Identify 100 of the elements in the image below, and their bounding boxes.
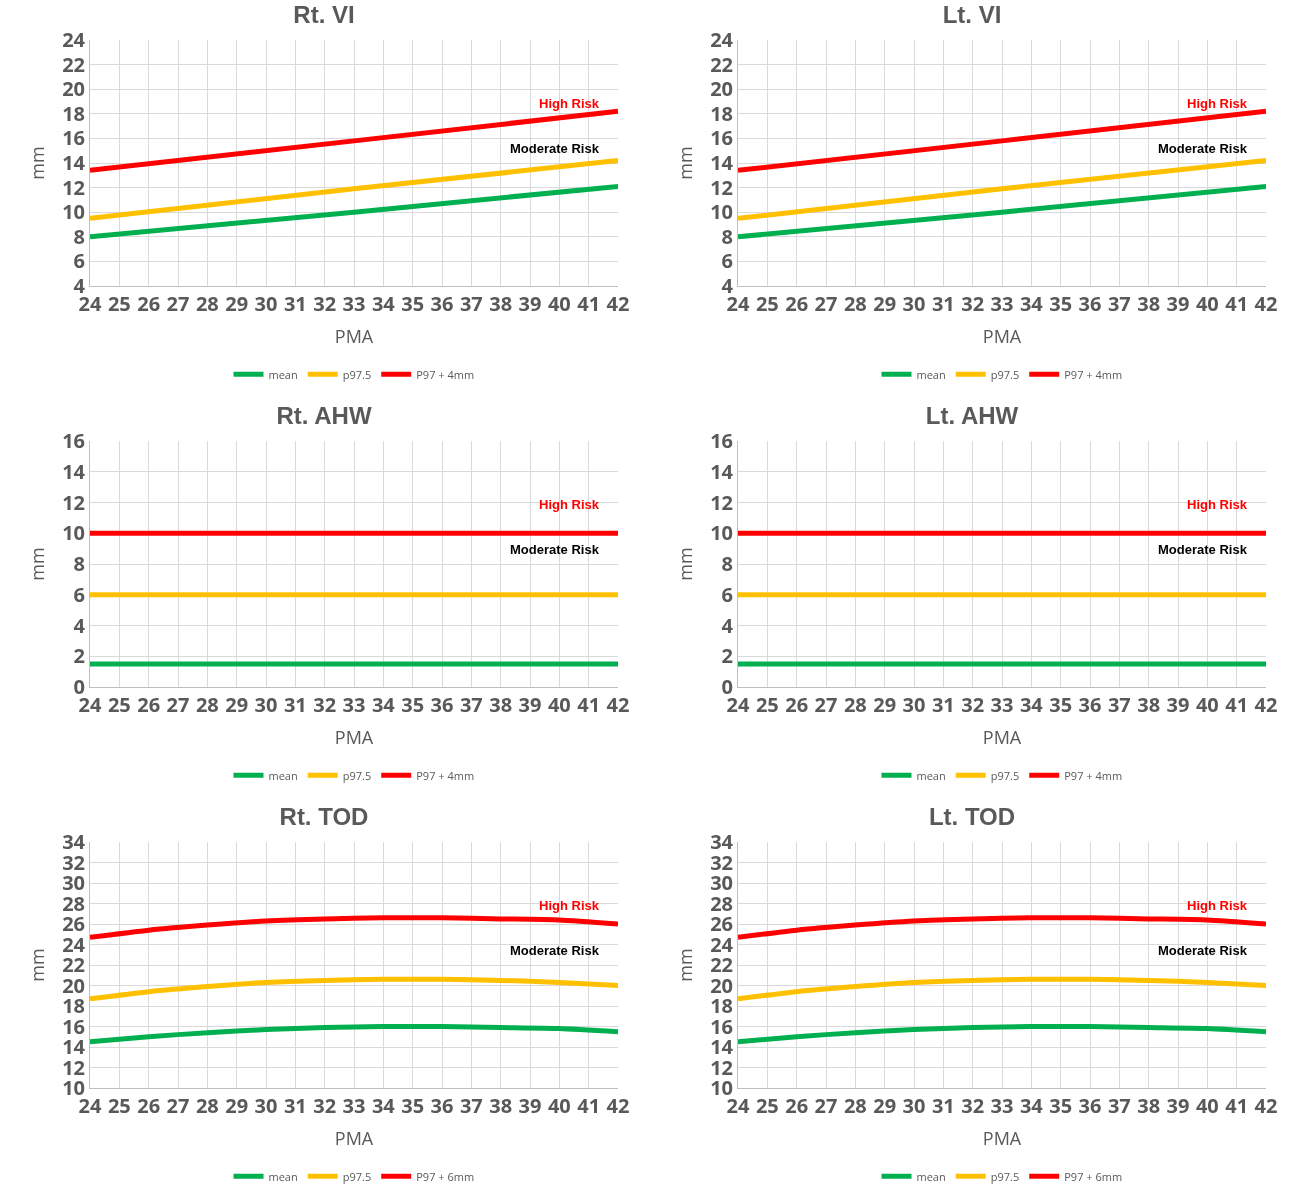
x-tick-label: 42	[1254, 1092, 1278, 1119]
y-tick-label: 6	[721, 247, 733, 275]
legend-label: P97 + 4mm	[1064, 366, 1123, 382]
y-tick-label: 2	[73, 642, 85, 670]
legend-label: p97.5	[990, 767, 1020, 783]
x-tick-label: 32	[313, 290, 337, 317]
x-tick-label: 26	[785, 290, 809, 317]
x-tick-label: 29	[873, 290, 897, 317]
legend-label: p97.5	[342, 767, 372, 783]
y-tick-label: 10	[710, 519, 733, 547]
y-tick-label: 16	[710, 427, 733, 454]
x-tick-label: 37	[459, 290, 483, 317]
x-tick-label: 29	[873, 1092, 897, 1119]
x-tick-label: 29	[225, 1092, 249, 1119]
x-tick-label: 40	[547, 290, 571, 317]
y-axis-title: mm	[673, 146, 697, 180]
x-tick-label: 31	[931, 290, 955, 317]
x-tick-label: 34	[1019, 290, 1044, 317]
x-tick-label: 38	[1137, 290, 1161, 317]
y-axis-title: mm	[673, 948, 697, 982]
x-tick-label: 25	[755, 290, 779, 317]
x-tick-label: 27	[814, 1092, 838, 1119]
x-tick-label: 32	[961, 1092, 985, 1119]
x-tick-label: 34	[371, 1092, 396, 1119]
x-tick-label: 39	[518, 1092, 542, 1119]
x-axis-title: PMA	[334, 725, 374, 750]
y-tick-label: 22	[710, 50, 733, 78]
x-tick-label: 39	[518, 290, 542, 317]
y-axis-title: mm	[25, 146, 49, 180]
x-axis-title: PMA	[982, 725, 1022, 750]
x-tick-label: 30	[254, 1092, 278, 1119]
annotation: High Risk	[1187, 898, 1248, 913]
x-tick-label: 41	[577, 290, 601, 317]
y-axis-title: mm	[25, 948, 49, 982]
y-tick-label: 12	[62, 173, 85, 201]
annotation: Moderate Risk	[510, 141, 600, 156]
chart-title: Rt. VI	[293, 0, 355, 28]
x-tick-label: 29	[873, 691, 897, 718]
y-tick-label: 10	[62, 519, 85, 547]
x-tick-label: 37	[1107, 1092, 1131, 1119]
annotation: High Risk	[1187, 497, 1248, 512]
x-tick-label: 34	[1019, 1092, 1044, 1119]
x-axis-title: PMA	[334, 1126, 374, 1151]
y-tick-label: 12	[710, 173, 733, 201]
x-tick-label: 38	[489, 290, 513, 317]
y-tick-label: 4	[721, 611, 734, 639]
x-tick-label: 40	[547, 691, 571, 718]
y-tick-label: 16	[62, 427, 85, 454]
legend-label: mean	[268, 366, 298, 382]
x-tick-label: 37	[459, 1092, 483, 1119]
legend-label: P97 + 4mm	[416, 767, 475, 783]
y-axis-title: mm	[673, 547, 697, 581]
annotation: High Risk	[539, 96, 600, 111]
legend-label: p97.5	[990, 366, 1020, 382]
x-tick-label: 25	[755, 1092, 779, 1119]
legend-label: mean	[268, 767, 298, 783]
x-tick-label: 37	[459, 691, 483, 718]
x-tick-label: 41	[1225, 691, 1249, 718]
x-tick-label: 26	[137, 1092, 161, 1119]
y-tick-label: 14	[710, 149, 734, 176]
x-tick-label: 32	[961, 290, 985, 317]
x-tick-label: 30	[902, 290, 926, 317]
x-tick-label: 38	[1137, 691, 1161, 718]
annotation: High Risk	[539, 497, 600, 512]
y-axis-title: mm	[25, 547, 49, 581]
x-tick-label: 33	[342, 691, 366, 718]
legend-label: P97 + 4mm	[416, 366, 475, 382]
legend-label: p97.5	[342, 1168, 372, 1184]
x-tick-label: 36	[1078, 290, 1102, 317]
x-tick-label: 33	[342, 290, 366, 317]
x-tick-label: 38	[489, 691, 513, 718]
x-tick-label: 37	[1107, 691, 1131, 718]
x-tick-label: 39	[518, 691, 542, 718]
x-tick-label: 42	[606, 1092, 630, 1119]
x-tick-label: 36	[430, 290, 454, 317]
y-tick-label: 14	[62, 149, 86, 176]
x-tick-label: 36	[430, 691, 454, 718]
y-tick-label: 8	[73, 550, 85, 577]
x-tick-label: 39	[1166, 1092, 1190, 1119]
x-tick-label: 31	[283, 1092, 307, 1119]
x-tick-label: 34	[371, 290, 396, 317]
x-tick-label: 26	[137, 691, 161, 718]
x-tick-label: 42	[1254, 290, 1278, 317]
chart-title: Lt. VI	[942, 0, 1002, 28]
x-tick-label: 33	[990, 691, 1014, 718]
x-tick-label: 38	[489, 1092, 513, 1119]
y-tick-label: 22	[62, 50, 85, 78]
chart-title: Rt. AHW	[276, 401, 372, 429]
annotation: High Risk	[1187, 96, 1248, 111]
x-tick-label: 33	[990, 1092, 1014, 1119]
chart-title: Rt. TOD	[279, 802, 369, 830]
x-tick-label: 30	[254, 290, 278, 317]
x-tick-label: 34	[1019, 691, 1044, 718]
x-tick-label: 34	[371, 691, 396, 718]
legend-label: P97 + 6mm	[1064, 1168, 1123, 1184]
x-tick-label: 28	[195, 290, 219, 317]
x-tick-label: 28	[195, 691, 219, 718]
annotation: Moderate Risk	[510, 542, 600, 557]
x-tick-label: 35	[401, 290, 425, 317]
legend-label: mean	[916, 1168, 946, 1184]
